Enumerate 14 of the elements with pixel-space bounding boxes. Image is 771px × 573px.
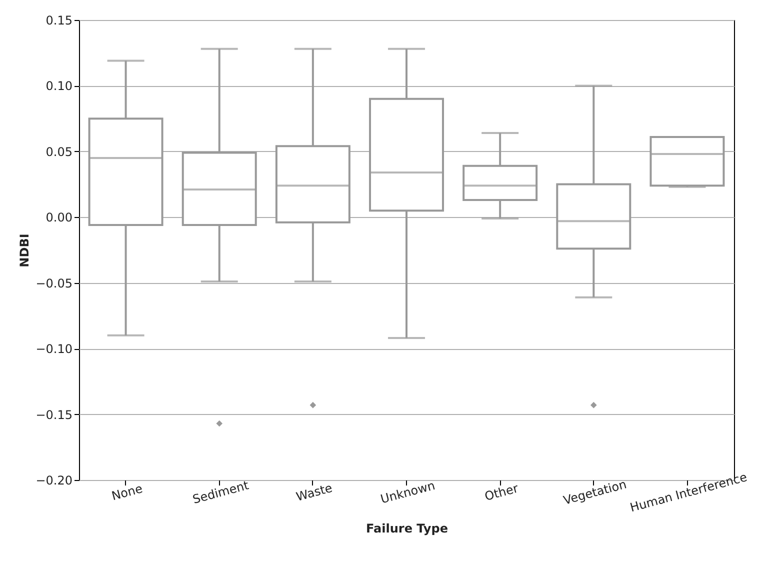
x-tick-label: Other [483,481,520,504]
y-tick-label: −0.05 [36,276,72,290]
x-tick-label: Waste [294,480,334,504]
y-tick-label: −0.10 [36,342,72,356]
y-tick-label: −0.20 [36,474,72,488]
x-tick-label: Unknown [379,478,437,506]
y-axis-title: NDBI [18,234,32,268]
y-tick-label: 0.05 [46,144,72,159]
y-tick-label: 0.00 [46,210,72,225]
x-axis-title: Failure Type [366,522,448,536]
y-tick-label: −0.15 [36,408,72,422]
y-tick-label: 0.15 [46,14,72,28]
y-tick-label: 0.10 [46,79,72,94]
x-tick-label: None [110,482,144,504]
